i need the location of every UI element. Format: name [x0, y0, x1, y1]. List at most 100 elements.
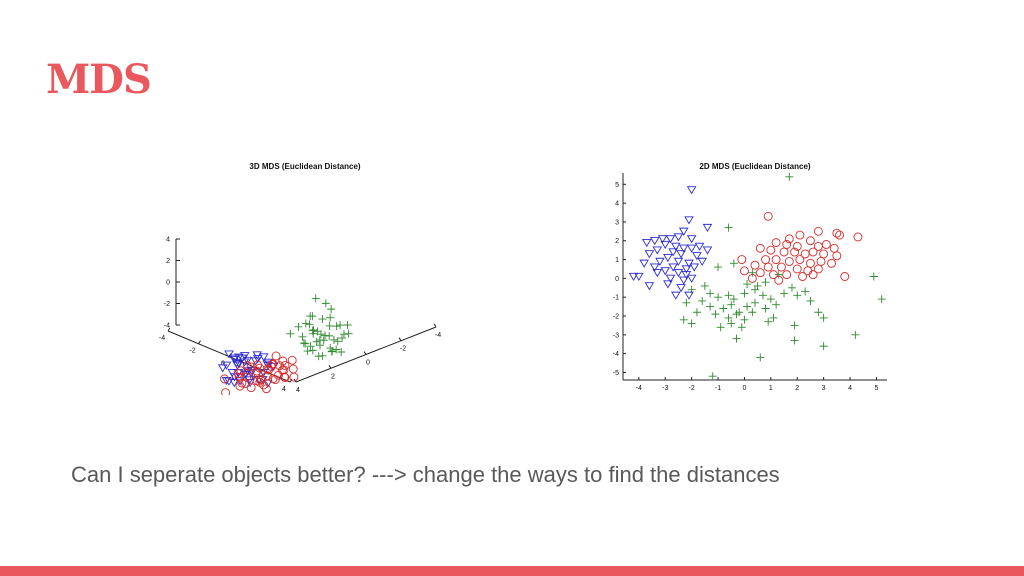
data-point-plus [729, 259, 738, 268]
data-point-plus [743, 302, 752, 311]
data-point-plus [801, 287, 810, 296]
data-point-plus [298, 332, 307, 341]
y-tick-label: 0 [366, 360, 370, 367]
x-tick-label: 0 [742, 385, 746, 392]
data-point-plus [727, 300, 736, 309]
x-tick-label: -3 [662, 385, 668, 392]
data-point-circle [750, 260, 760, 270]
data-point-plus [769, 313, 778, 322]
data-point-circle [763, 211, 773, 221]
data-point-circle [761, 255, 771, 265]
data-point-triangle [676, 250, 686, 259]
data-point-triangle [652, 246, 663, 255]
data-point-plus [819, 342, 828, 351]
data-point-triangle [657, 235, 668, 244]
data-point-plus [751, 298, 759, 307]
data-point-circle [755, 268, 765, 278]
y-tick-label: 4 [615, 201, 619, 208]
x-tick-label: -2 [189, 348, 195, 355]
data-point-plus [700, 281, 709, 290]
axes-3d [167, 239, 437, 383]
data-point-circle [755, 243, 765, 253]
data-point-triangle [242, 356, 253, 365]
x-tick-mark [289, 378, 293, 383]
data-point-triangle [229, 355, 240, 365]
data-point-circle [784, 256, 794, 266]
data-point-triangle [663, 254, 673, 263]
data-point-triangle [681, 265, 692, 274]
data-point-circle [808, 270, 818, 280]
z-tick-label: 2 [166, 258, 170, 265]
data-point-triangle [644, 282, 655, 291]
y-tick-label: -1 [613, 295, 619, 302]
data-point-circle [805, 236, 815, 246]
z-tick-label: 0 [166, 280, 170, 287]
data-point-plus [303, 347, 312, 356]
data-point-plus [337, 347, 346, 356]
data-point-plus [869, 272, 878, 281]
data-point-circle [827, 258, 837, 268]
data-point-triangle [652, 269, 663, 278]
data-point-triangle [689, 263, 700, 272]
y-tick-mark [433, 323, 437, 328]
data-point-circle [776, 262, 786, 272]
chart-3d-mds: 3D MDS (Euclidean Distance) 4 2 0 -2 -4 -4 -2 0… [159, 162, 441, 395]
data-point-plus [772, 300, 781, 309]
data-point-circle [236, 366, 246, 376]
data-point-plus [756, 353, 765, 362]
data-point-triangle [702, 223, 713, 233]
data-point-triangle [697, 257, 707, 266]
data-point-plus [325, 321, 334, 330]
data-point-plus [877, 295, 886, 304]
data-point-circle [771, 238, 781, 248]
data-point-plus [787, 283, 796, 292]
data-point-plus [333, 337, 342, 346]
data-point-circle [832, 251, 842, 261]
data-point-circle [771, 255, 781, 265]
data-point-circle [242, 372, 252, 382]
x-tick-label: 5 [874, 385, 878, 392]
data-point-plus [314, 352, 323, 361]
data-point-plus [737, 323, 746, 332]
data-point-plus [785, 172, 794, 181]
data-point-triangle [665, 235, 676, 244]
data-point-plus [311, 294, 320, 303]
data-point-triangle [686, 244, 697, 253]
z-tick-label: -2 [164, 301, 170, 308]
data-point-triangle [660, 240, 671, 249]
data-point-circle [792, 264, 802, 274]
data-point-circle [779, 247, 789, 257]
data-point-plus [748, 308, 757, 317]
data-point-triangle [673, 233, 684, 242]
data-point-triangle [702, 246, 713, 255]
data-point-circle [237, 378, 247, 388]
data-point-triangle [686, 235, 697, 244]
y-tick-mark [363, 351, 367, 355]
data-point-triangle [668, 248, 678, 257]
data-point-plus [716, 323, 725, 332]
data-point-plus [305, 320, 314, 329]
x-tick-label: 3 [822, 385, 826, 392]
y-tick-label: -3 [613, 332, 619, 339]
data-point-triangle [678, 244, 689, 253]
data-point-triangle [663, 280, 673, 289]
data-point-circle [763, 262, 773, 272]
data-point-triangle [234, 353, 244, 362]
data-point-triangle [678, 276, 689, 285]
data-point-triangle [673, 269, 684, 278]
data-point-circle [280, 373, 290, 383]
data-point-plus [698, 296, 707, 305]
data-point-triangle [671, 242, 681, 251]
data-point-plus [806, 296, 815, 305]
data-point-circle [829, 243, 839, 253]
data-point-circle [821, 240, 831, 249]
data-point-plus [761, 304, 770, 313]
data-point-plus [743, 280, 752, 289]
data-point-circle [268, 374, 278, 384]
data-point-plus [714, 293, 723, 302]
data-point-triangle [686, 274, 697, 283]
data-point-circle [278, 356, 288, 366]
data-point-plus [774, 270, 783, 279]
data-point-plus [286, 329, 295, 338]
y-tick-mark [398, 337, 402, 341]
